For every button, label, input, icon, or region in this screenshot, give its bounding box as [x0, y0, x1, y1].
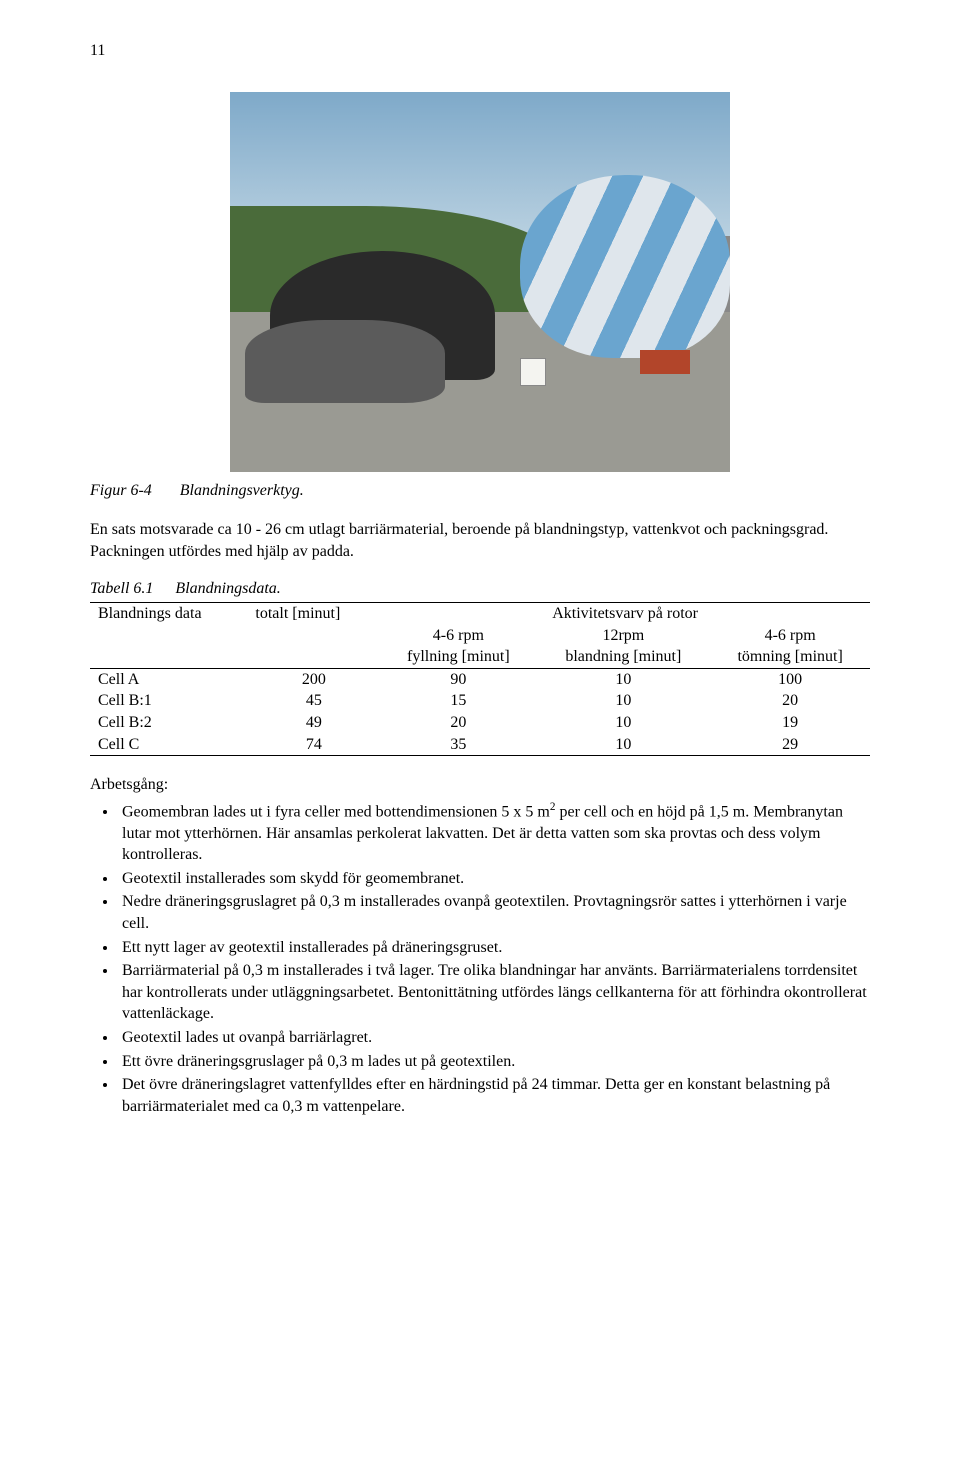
toolbox-icon [640, 350, 690, 374]
col-sub-a2: fyllning [minut] [380, 646, 536, 668]
col-blandnings-data: Blandnings data [90, 602, 247, 624]
blandningsdata-table: Blandnings data totalt [minut] Aktivitet… [90, 602, 870, 756]
figure-image [230, 92, 730, 472]
cell-b: 10 [536, 690, 710, 712]
col-sub-b: 12rpm [536, 625, 710, 647]
cell-c: 20 [710, 690, 870, 712]
cell-b: 10 [536, 668, 710, 690]
figure-label: Figur 6-4 [90, 480, 152, 502]
cell-name: Cell C [90, 734, 247, 756]
table-row: Cell A 200 90 10 100 [90, 668, 870, 690]
cell-total: 74 [247, 734, 380, 756]
cell-c: 19 [710, 712, 870, 734]
intro-paragraph: En sats motsvarade ca 10 - 26 cm utlagt … [90, 519, 870, 562]
table-row: Cell C 74 35 10 29 [90, 734, 870, 756]
list-item: Geomembran lades ut i fyra celler med bo… [118, 800, 870, 866]
list-item: Geotextil installerades som skydd för ge… [118, 868, 870, 890]
table-header-row-3: fyllning [minut] blandning [minut] tömni… [90, 646, 870, 668]
figure-caption: Figur 6-4 Blandningsverktyg. [90, 480, 870, 502]
col-rotor-header: Aktivitetsvarv på rotor [380, 602, 870, 624]
table-label: Tabell 6.1 [90, 578, 153, 600]
cell-a: 90 [380, 668, 536, 690]
cell-total: 49 [247, 712, 380, 734]
list-item: Ett övre dräneringsgruslager på 0,3 m la… [118, 1051, 870, 1073]
figure-title: Blandningsverktyg. [180, 480, 304, 502]
bullet-text: Ett nytt lager av geotextil installerade… [122, 939, 502, 956]
col-sub-c2: tömning [minut] [710, 646, 870, 668]
bullet-text: Barriärmaterial på 0,3 m installerades i… [122, 962, 867, 1022]
col-totalt: totalt [minut] [247, 602, 380, 624]
cell-b: 10 [536, 712, 710, 734]
cell-total: 45 [247, 690, 380, 712]
bullet-text: Geotextil lades ut ovanpå barriärlagret. [122, 1029, 372, 1046]
list-item: Nedre dräneringsgruslagret på 0,3 m inst… [118, 891, 870, 934]
col-sub-b2: blandning [minut] [536, 646, 710, 668]
cell-a: 20 [380, 712, 536, 734]
mixer-truck [520, 175, 730, 357]
bullet-text: Geotextil installerades som skydd för ge… [122, 870, 464, 887]
bullet-text: Det övre dräneringslagret vattenfylldes … [122, 1076, 830, 1115]
cell-b: 10 [536, 734, 710, 756]
col-sub-a: 4-6 rpm [380, 625, 536, 647]
table-row: Cell B:1 45 15 10 20 [90, 690, 870, 712]
col-sub-c: 4-6 rpm [710, 625, 870, 647]
cell-a: 15 [380, 690, 536, 712]
cell-c: 29 [710, 734, 870, 756]
table-header-row-1: Blandnings data totalt [minut] Aktivitet… [90, 602, 870, 624]
table-caption: Tabell 6.1 Blandningsdata. [90, 578, 870, 600]
table-row: Cell B:2 49 20 10 19 [90, 712, 870, 734]
cell-name: Cell B:1 [90, 690, 247, 712]
bullet-text: Nedre dräneringsgruslagret på 0,3 m inst… [122, 893, 847, 932]
cell-name: Cell A [90, 668, 247, 690]
table-header-row-2: 4-6 rpm 12rpm 4-6 rpm [90, 625, 870, 647]
list-item: Geotextil lades ut ovanpå barriärlagret. [118, 1027, 870, 1049]
cell-a: 35 [380, 734, 536, 756]
cell-c: 100 [710, 668, 870, 690]
tarp-cover [245, 320, 445, 404]
bullet-text-pre: Geomembran lades ut i fyra celler med bo… [122, 803, 550, 820]
cell-total: 200 [247, 668, 380, 690]
list-item: Ett nytt lager av geotextil installerade… [118, 937, 870, 959]
workflow-label: Arbetsgång: [90, 774, 870, 796]
bullet-text: Ett övre dräneringsgruslager på 0,3 m la… [122, 1053, 515, 1070]
page-number: 11 [90, 40, 870, 62]
cell-name: Cell B:2 [90, 712, 247, 734]
list-item: Det övre dräneringslagret vattenfylldes … [118, 1074, 870, 1117]
list-item: Barriärmaterial på 0,3 m installerades i… [118, 960, 870, 1025]
bucket-icon [520, 358, 546, 386]
workflow-list: Geomembran lades ut i fyra celler med bo… [90, 800, 870, 1118]
table-title: Blandningsdata. [175, 578, 280, 600]
